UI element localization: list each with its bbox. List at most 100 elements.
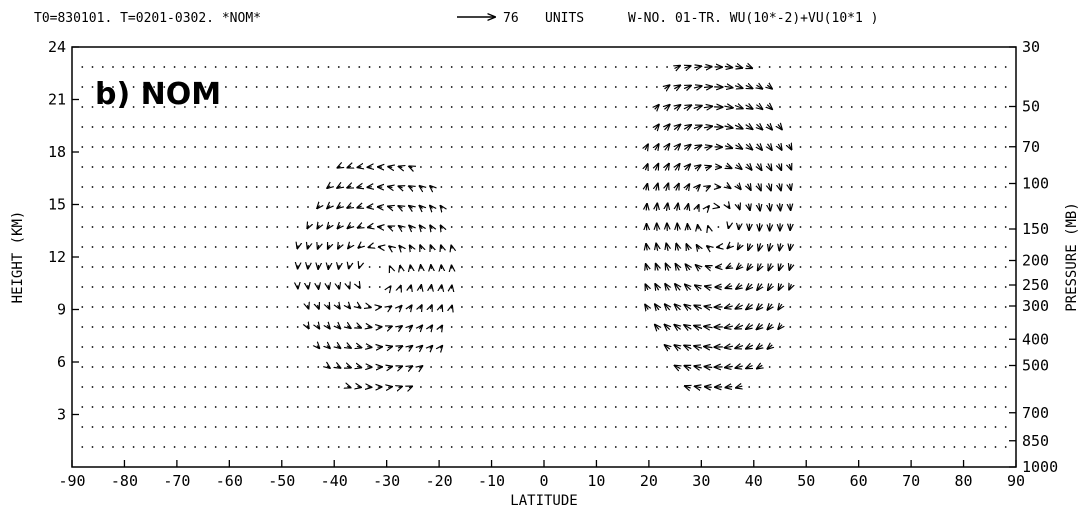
grid-dot	[584, 266, 586, 268]
grid-dot	[563, 446, 566, 448]
grid-dot	[461, 346, 463, 348]
grid-dot	[584, 66, 586, 68]
grid-dot	[820, 426, 822, 428]
wind-vector	[748, 184, 751, 190]
wind-vector	[441, 225, 443, 228]
grid-dot	[502, 326, 504, 328]
grid-dot	[440, 406, 443, 408]
grid-dot	[358, 86, 361, 88]
grid-dot	[933, 326, 935, 328]
grid-dot	[768, 66, 771, 68]
grid-dot	[296, 326, 299, 328]
grid-dot	[430, 66, 432, 68]
y-tick-label: 12	[48, 248, 66, 266]
grid-dot	[358, 446, 361, 448]
grid-dot	[563, 106, 566, 108]
grid-dot	[522, 206, 525, 208]
grid-dot	[543, 126, 545, 128]
grid-dot	[922, 166, 925, 168]
grid-dot	[871, 446, 874, 448]
wind-vector	[337, 186, 341, 188]
grid-dot	[461, 446, 463, 448]
grid-dot	[184, 306, 186, 308]
wind-vector	[328, 245, 330, 249]
wind-vector	[400, 286, 401, 289]
grid-dot	[225, 366, 227, 368]
grid-dot	[532, 386, 535, 388]
grid-dot	[604, 426, 607, 428]
grid-dot	[1004, 406, 1007, 408]
grid-dot	[738, 406, 740, 408]
grid-dot	[409, 126, 412, 128]
wind-vector	[676, 243, 678, 251]
grid-dot	[522, 286, 525, 288]
wind-vector	[357, 186, 362, 187]
wind-vector	[704, 367, 713, 368]
wind-vector	[767, 345, 772, 349]
grid-dot	[420, 86, 422, 88]
grid-dot	[573, 326, 576, 328]
wind-vector	[337, 325, 340, 328]
grid-dot	[286, 446, 289, 448]
grid-dot	[225, 166, 227, 168]
grid-dot	[266, 406, 268, 408]
grid-dot	[245, 426, 248, 428]
grid-dot	[225, 146, 227, 148]
grid-dot	[276, 106, 279, 108]
grid-dot	[173, 66, 176, 68]
grid-dot	[194, 326, 197, 328]
grid-dot	[132, 246, 135, 248]
grid-dot	[286, 126, 289, 128]
grid-dot	[471, 266, 474, 268]
grid-dot	[481, 206, 484, 208]
grid-dot	[153, 126, 156, 128]
header-right: W-NO. 01-TR. WU(10*-2)+VU(10*1 )	[628, 11, 878, 26]
grid-dot	[296, 406, 299, 408]
grid-dot	[81, 366, 84, 368]
grid-dot	[861, 386, 863, 388]
grid-dot	[184, 66, 186, 68]
grid-dot	[963, 446, 966, 448]
grid-dot	[296, 346, 299, 348]
grid-dot	[953, 126, 956, 128]
grid-dot	[635, 86, 638, 88]
grid-dot	[91, 446, 94, 448]
wind-vector	[655, 284, 659, 290]
grid-dot	[235, 66, 238, 68]
grid-dot	[892, 226, 894, 228]
grid-dot	[225, 86, 227, 88]
grid-dot	[532, 346, 535, 348]
x-tick-label: 90	[1007, 472, 1025, 490]
grid-dot	[194, 66, 197, 68]
grid-dot	[830, 226, 833, 228]
y-tick-label: 21	[48, 91, 66, 109]
grid-dot	[943, 286, 946, 288]
grid-dot	[512, 326, 515, 328]
grid-dot	[276, 266, 279, 268]
grid-dot	[317, 86, 320, 88]
grid-dot	[573, 266, 576, 268]
grid-dot	[830, 106, 833, 108]
wind-vector	[746, 66, 752, 69]
grid-dot	[912, 86, 915, 88]
grid-dot	[604, 86, 607, 88]
grid-dot	[491, 446, 494, 448]
wind-vector	[728, 226, 729, 229]
grid-dot	[409, 406, 412, 408]
wind-vector	[409, 346, 413, 349]
wind-vector	[367, 207, 372, 208]
grid-dot	[922, 186, 925, 188]
grid-dot	[974, 106, 976, 108]
grid-dot	[522, 386, 525, 388]
grid-dot	[902, 266, 904, 268]
wind-vector	[645, 304, 648, 309]
grid-dot	[163, 426, 166, 428]
grid-dot	[871, 226, 874, 228]
grid-dot	[871, 286, 874, 288]
wind-vector	[726, 266, 731, 269]
wind-vector	[409, 366, 413, 368]
wind-vector	[779, 263, 781, 271]
grid-dot	[276, 66, 279, 68]
wind-vector	[736, 386, 743, 388]
grid-dot	[491, 406, 494, 408]
